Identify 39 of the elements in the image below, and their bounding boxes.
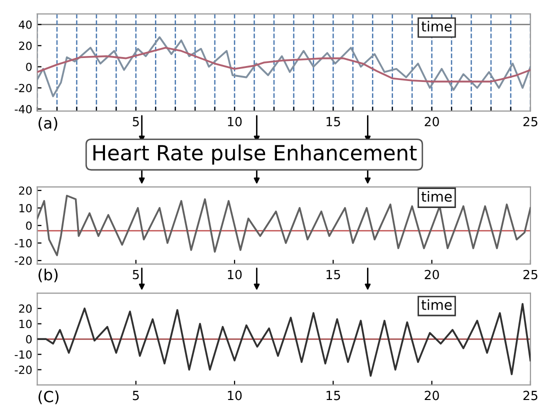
- text: (C): [38, 390, 59, 404]
- y-tick-label: -20: [14, 366, 32, 374]
- x-tick-label: 10: [228, 390, 242, 400]
- x-tick-label: 20: [424, 270, 439, 280]
- x-tick-label: 15: [326, 390, 340, 400]
- x-tick-label: 10: [228, 116, 242, 126]
- text: (a): [38, 116, 58, 131]
- y-tick-label: -20: [14, 256, 32, 265]
- y-tick-label: 40: [18, 20, 32, 29]
- y-tick-label: 10: [19, 320, 32, 328]
- y-tick-label: 0: [26, 62, 32, 72]
- annotation: time: [421, 20, 452, 32]
- y-tick-label: -10: [14, 350, 32, 359]
- x-tick-label: 15: [326, 117, 340, 126]
- x-tick-label: 5: [132, 270, 139, 280]
- line-series: [37, 46, 530, 82]
- x-tick-label: 15: [326, 270, 340, 280]
- x-tick-label: 5: [132, 117, 139, 126]
- line-series: [37, 36, 530, 98]
- y-tick-label: 10: [19, 204, 32, 212]
- x-tick-label: 5: [132, 390, 139, 400]
- y-tick-label: -20: [14, 84, 32, 92]
- text: (b): [38, 268, 58, 282]
- y-tick-label: -40: [14, 104, 32, 114]
- x-tick-label: 25: [523, 270, 538, 280]
- x-tick-label: 20: [424, 116, 439, 126]
- x-tick-label: 10: [228, 270, 242, 280]
- x-tick-label: 25: [523, 116, 538, 126]
- y-tick-label: 20: [19, 42, 32, 50]
- x-tick-label: 25: [523, 390, 538, 400]
- x-tick-label: 20: [424, 390, 439, 400]
- y-tick-label: 20: [19, 304, 32, 313]
- y-tick-label: 0: [26, 221, 32, 230]
- annotation: time: [421, 299, 452, 310]
- y-tick-label: 0: [26, 335, 32, 344]
- chart-title: Heart Rate pulse Enhancement: [93, 144, 417, 165]
- y-tick-label: 20: [19, 186, 32, 195]
- annotation: time: [421, 191, 452, 202]
- y-tick-label: -10: [14, 238, 32, 248]
